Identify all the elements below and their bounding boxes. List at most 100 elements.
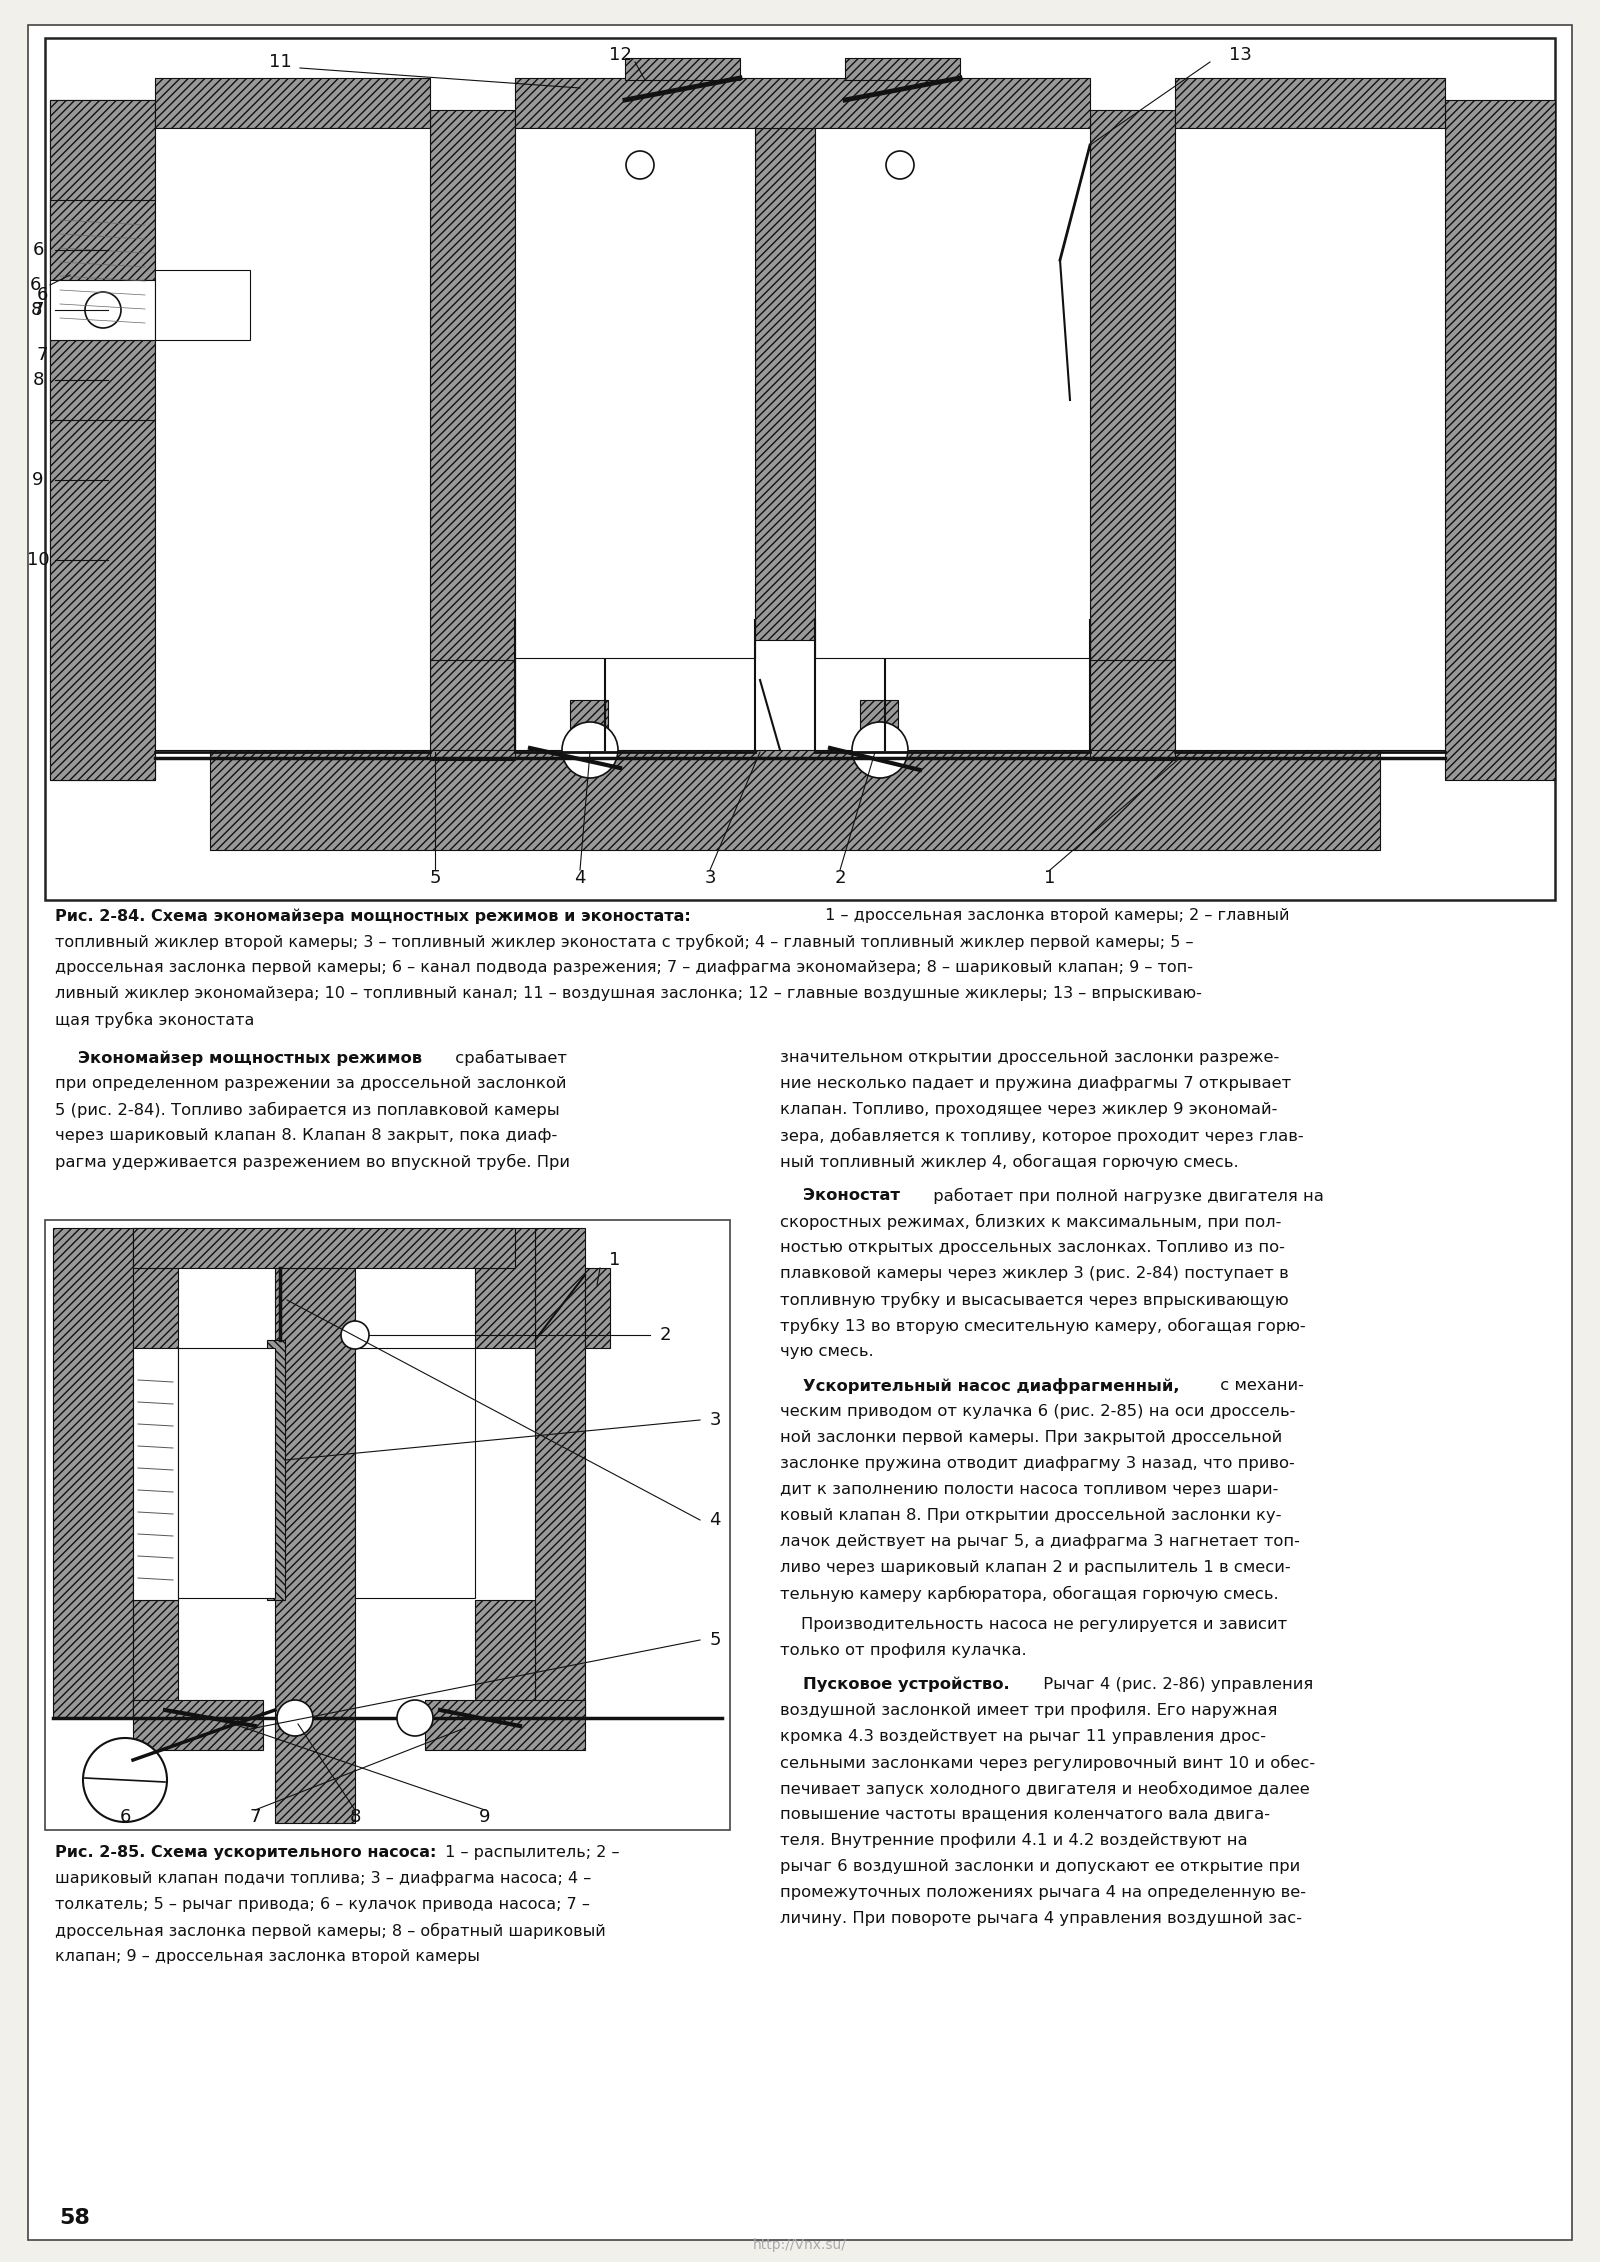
- Text: топливный жиклер второй камеры; 3 – топливный жиклер эконостата с трубкой; 4 – г: топливный жиклер второй камеры; 3 – топл…: [54, 934, 1194, 950]
- Text: скоростных режимах, близких к максимальным, при пол-: скоростных режимах, близких к максимальн…: [781, 1215, 1282, 1231]
- Bar: [155, 77, 430, 129]
- Text: только от профиля кулачка.: только от профиля кулачка.: [781, 1642, 1027, 1658]
- Text: http://Vnx.su/: http://Vnx.su/: [754, 2237, 846, 2253]
- Text: заслонке пружина отводит диафрагму 3 назад, что приво-: заслонке пружина отводит диафрагму 3 наз…: [781, 1457, 1294, 1470]
- Bar: [155, 210, 250, 269]
- Text: шариковый клапан подачи топлива; 3 – диафрагма насоса; 4 –: шариковый клапан подачи топлива; 3 – диа…: [54, 1871, 592, 1887]
- Bar: [267, 1339, 285, 1599]
- Text: дроссельная заслонка первой камеры; 6 – канал подвода разрежения; 7 – диафрагма : дроссельная заслонка первой камеры; 6 – …: [54, 959, 1194, 975]
- Bar: [475, 1599, 534, 1719]
- Bar: [755, 111, 814, 640]
- Circle shape: [562, 722, 618, 778]
- Text: печивает запуск холодного двигателя и необходимое далее: печивает запуск холодного двигателя и не…: [781, 1780, 1310, 1796]
- Text: Эконостат: Эконостат: [781, 1188, 899, 1203]
- Circle shape: [277, 1701, 314, 1735]
- Circle shape: [626, 152, 654, 179]
- Text: трубку 13 во вторую смесительную камеру, обогащая горю-: трубку 13 во вторую смесительную камеру,…: [781, 1319, 1306, 1335]
- Text: ливо через шариковый клапан 2 и распылитель 1 в смеси-: ливо через шариковый клапан 2 и распылит…: [781, 1561, 1291, 1574]
- Text: 8: 8: [349, 1807, 360, 1825]
- Text: ческим приводом от кулачка 6 (рис. 2-85) на оси дроссель-: ческим приводом от кулачка 6 (рис. 2-85)…: [781, 1405, 1296, 1418]
- Circle shape: [85, 292, 122, 328]
- Text: при определенном разрежении за дроссельной заслонкой: при определенном разрежении за дроссельн…: [54, 1077, 566, 1090]
- Bar: [426, 1701, 586, 1751]
- Text: личину. При повороте рычага 4 управления воздушной зас-: личину. При повороте рычага 4 управления…: [781, 1911, 1302, 1925]
- Text: ностью открытых дроссельных заслонках. Топливо из по-: ностью открытых дроссельных заслонках. Т…: [781, 1240, 1285, 1255]
- Bar: [133, 1228, 515, 1269]
- Bar: [1090, 111, 1174, 760]
- Text: 1 – распылитель; 2 –: 1 – распылитель; 2 –: [440, 1846, 619, 1859]
- Circle shape: [341, 1321, 370, 1348]
- Text: Экономайзер мощностных режимов: Экономайзер мощностных режимов: [54, 1050, 422, 1065]
- Text: 1: 1: [610, 1251, 621, 1269]
- Text: через шариковый клапан 8. Клапан 8 закрыт, пока диаф-: через шариковый клапан 8. Клапан 8 закры…: [54, 1129, 557, 1142]
- Bar: [50, 199, 155, 280]
- Circle shape: [83, 1737, 166, 1821]
- Text: плавковой камеры через жиклер 3 (рис. 2-84) поступает в: плавковой камеры через жиклер 3 (рис. 2-…: [781, 1267, 1288, 1280]
- Text: чую смесь.: чую смесь.: [781, 1344, 874, 1359]
- Text: 2: 2: [834, 869, 846, 887]
- Text: 8: 8: [30, 301, 42, 319]
- Text: 7: 7: [32, 301, 43, 319]
- Text: 6: 6: [120, 1807, 131, 1825]
- Text: ковый клапан 8. При открытии дроссельной заслонки ку-: ковый клапан 8. При открытии дроссельной…: [781, 1509, 1282, 1522]
- Bar: [534, 1228, 586, 1719]
- Bar: [1174, 77, 1445, 129]
- Text: рагма удерживается разрежением во впускной трубе. При: рагма удерживается разрежением во впускн…: [54, 1154, 570, 1169]
- Text: 12: 12: [608, 45, 632, 63]
- Bar: [155, 129, 430, 751]
- Circle shape: [851, 722, 909, 778]
- Text: 1 – дроссельная заслонка второй камеры; 2 – главный: 1 – дроссельная заслонка второй камеры; …: [819, 907, 1290, 923]
- Text: 6: 6: [32, 242, 43, 260]
- Text: щая трубка эконостата: щая трубка эконостата: [54, 1011, 254, 1029]
- Text: ной заслонки первой камеры. При закрытой дроссельной: ной заслонки первой камеры. При закрытой…: [781, 1430, 1282, 1445]
- Bar: [45, 1219, 730, 1830]
- Text: толкатель; 5 – рычаг привода; 6 – кулачок привода насоса; 7 –: толкатель; 5 – рычаг привода; 6 – кулачо…: [54, 1898, 590, 1911]
- Text: воздушной заслонкой имеет три профиля. Его наружная: воздушной заслонкой имеет три профиля. Е…: [781, 1703, 1277, 1719]
- Bar: [861, 699, 898, 751]
- Bar: [155, 269, 250, 339]
- Bar: [50, 339, 155, 421]
- Text: 2: 2: [659, 1326, 670, 1344]
- Bar: [50, 100, 155, 780]
- Text: тельную камеру карбюратора, обогащая горючую смесь.: тельную камеру карбюратора, обогащая гор…: [781, 1586, 1278, 1601]
- Bar: [50, 100, 155, 780]
- Text: 8: 8: [32, 371, 43, 389]
- Text: кромка 4.3 воздействует на рычаг 11 управления дрос-: кромка 4.3 воздействует на рычаг 11 упра…: [781, 1728, 1266, 1744]
- Text: 6: 6: [37, 285, 48, 303]
- Bar: [1174, 129, 1445, 751]
- Text: Рис. 2-85. Схема ускорительного насоса:: Рис. 2-85. Схема ускорительного насоса:: [54, 1846, 437, 1859]
- Text: 13: 13: [1229, 45, 1251, 63]
- Bar: [1090, 661, 1174, 751]
- Text: 5: 5: [709, 1631, 720, 1649]
- Bar: [430, 661, 515, 751]
- Text: дроссельная заслонка первой камеры; 8 – обратный шариковый: дроссельная заслонка первой камеры; 8 – …: [54, 1923, 606, 1939]
- Bar: [133, 1348, 178, 1599]
- Bar: [586, 1269, 610, 1348]
- Bar: [178, 1348, 275, 1597]
- Bar: [53, 1228, 133, 1719]
- Text: 5: 5: [429, 869, 440, 887]
- Text: Ускорительный насос диафрагменный,: Ускорительный насос диафрагменный,: [781, 1378, 1179, 1393]
- Bar: [475, 1228, 534, 1348]
- Text: 7: 7: [250, 1807, 261, 1825]
- Bar: [570, 699, 608, 751]
- Bar: [430, 111, 515, 760]
- Bar: [1445, 100, 1555, 780]
- Text: 7: 7: [37, 346, 48, 364]
- Bar: [515, 129, 755, 658]
- Circle shape: [886, 152, 914, 179]
- Text: 9: 9: [480, 1807, 491, 1825]
- Text: ный топливный жиклер 4, обогащая горючую смесь.: ный топливный жиклер 4, обогащая горючую…: [781, 1154, 1238, 1169]
- Text: срабатывает: срабатывает: [450, 1050, 566, 1065]
- Text: Рычаг 4 (рис. 2-86) управления: Рычаг 4 (рис. 2-86) управления: [1038, 1676, 1314, 1692]
- Text: с механи-: с механи-: [1214, 1378, 1304, 1393]
- Circle shape: [397, 1701, 434, 1735]
- Bar: [275, 1228, 355, 1823]
- Bar: [50, 280, 155, 339]
- Text: значительном открытии дроссельной заслонки разреже-: значительном открытии дроссельной заслон…: [781, 1050, 1280, 1065]
- Text: 4: 4: [574, 869, 586, 887]
- Bar: [133, 1599, 178, 1719]
- Text: зера, добавляется к топливу, которое проходит через глав-: зера, добавляется к топливу, которое про…: [781, 1129, 1304, 1145]
- Text: 3: 3: [709, 1411, 720, 1430]
- Text: ливный жиклер экономайзера; 10 – топливный канал; 11 – воздушная заслонка; 12 – : ливный жиклер экономайзера; 10 – топливн…: [54, 986, 1202, 1002]
